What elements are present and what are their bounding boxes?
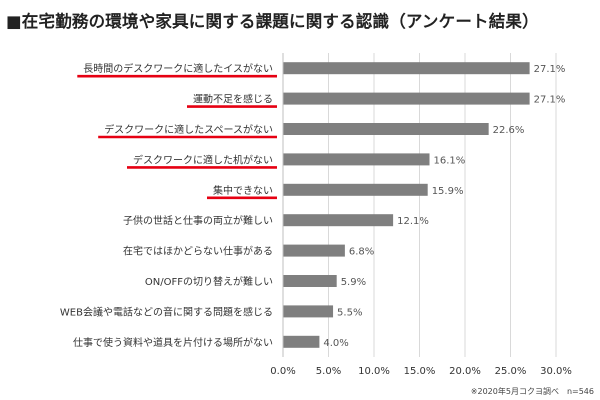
bar [283,335,320,348]
chart-footnote: ※2020年5月コクヨ調べ n=546 [470,387,594,396]
value-label: 22.6% [493,125,525,136]
category-label: 集中できない [213,184,273,197]
value-label: 5.9% [341,277,366,288]
category-label: 在宅ではほかどらない仕事がある [123,245,273,258]
bar [283,275,337,287]
bar [283,153,430,166]
x-tick-label: 25.0% [495,366,527,377]
bar [283,214,394,227]
category-label: ON/OFFの切り替えが難しい [145,275,273,288]
bar [283,305,334,318]
value-label: 15.9% [432,186,464,197]
x-tick-label: 5.0% [316,366,341,377]
chart-title: ■在宅勤務の環境や家具に関する課題に関する認識（アンケート結果） [6,12,539,31]
value-label: 4.0% [323,338,348,349]
x-tick-label: 15.0% [404,366,436,377]
bar [283,92,530,105]
x-tick-label: 30.0% [540,366,572,377]
x-tick-label: 0.0% [270,366,295,377]
category-label: 長時間のデスクワークに適したイスがない [83,62,273,75]
category-label: 子供の世話と仕事の両立が難しい [123,214,273,227]
value-label: 5.5% [337,307,362,318]
value-label: 12.1% [397,216,429,227]
category-label: 運動不足を感じる [193,93,273,106]
x-tick-label: 20.0% [449,366,481,377]
bar [283,244,345,257]
value-label: 16.1% [434,155,466,166]
bar [283,123,489,135]
bar [283,183,428,196]
category-label: デスクワークに適した机がない [133,153,273,166]
x-tick-label: 10.0% [358,366,390,377]
category-label: 仕事で使う資料や道具を片付ける場所がない [73,336,273,349]
category-label: WEB会議や電話などの音に関する問題を感じる [60,305,273,318]
value-label: 6.8% [349,247,374,258]
category-label: デスクワークに適したスペースがない [104,123,273,136]
value-label: 27.1% [534,95,566,106]
value-label: 27.1% [534,64,566,75]
bar [283,62,530,75]
